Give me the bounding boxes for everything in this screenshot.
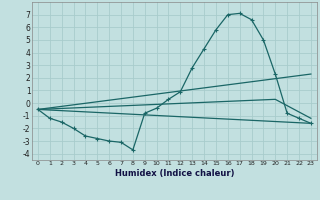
X-axis label: Humidex (Indice chaleur): Humidex (Indice chaleur)	[115, 169, 234, 178]
